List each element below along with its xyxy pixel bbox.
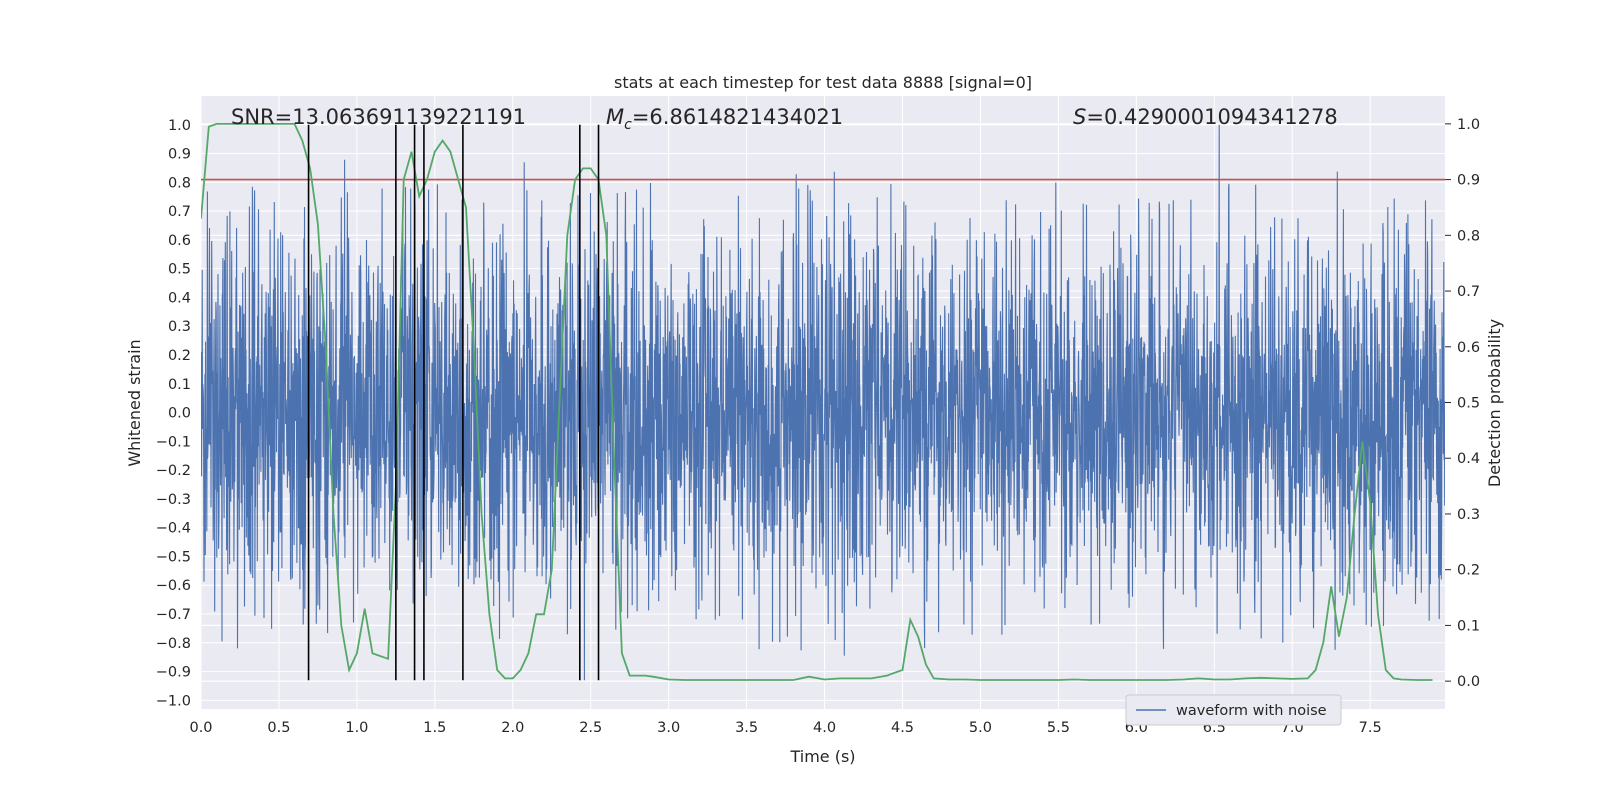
x-tick-label: 0.5	[267, 720, 290, 736]
mc-symbol: M	[606, 105, 624, 129]
x-axis-label: Time (s)	[789, 747, 855, 766]
y-right-tick-label: 0.7	[1457, 284, 1480, 300]
x-tick-label: 1.0	[345, 720, 368, 736]
ticks: −1.0 −0.9 −0.8 −0.7 −0.6 −0.5 −0.4 −0.3 −0.2 −0.1…	[156, 117, 1480, 736]
x-tick-label: 3.5	[735, 720, 758, 736]
x-tick-label: 5.0	[969, 720, 992, 736]
mc-value: =6.8614821434021	[632, 105, 843, 129]
y-tick-label: 0.2	[168, 348, 191, 364]
y-right-tick-label: 0.1	[1457, 618, 1480, 634]
x-tick-label: 2.0	[501, 720, 524, 736]
snr-annotation: SNR=13.063691139221191	[231, 105, 526, 129]
y-right-tick-label: 0.2	[1457, 563, 1480, 579]
s-annotation: S=0.4290001094341278	[1073, 105, 1338, 129]
y-right-tick-label: 0.0	[1457, 674, 1480, 690]
y-right-tick-label: 1.0	[1457, 117, 1480, 133]
vertical-markers	[307, 124, 600, 681]
y-right-tick-label: 0.3	[1457, 507, 1480, 523]
y-tick-label: 0.0	[168, 406, 191, 422]
x-tick-label: 1.5	[423, 720, 446, 736]
x-tick-label: 5.5	[1047, 720, 1070, 736]
y-tick-label: 0.4	[168, 290, 191, 306]
chirp-mass-annotation: Mc=6.8614821434021	[606, 105, 843, 133]
y-tick-label: 0.1	[168, 377, 191, 393]
y-right-tick-label: 0.4	[1457, 451, 1480, 467]
y-tick-label: −0.8	[156, 636, 191, 652]
legend: waveform with noise	[1125, 694, 1342, 726]
y-right-tick-label: 0.9	[1457, 173, 1480, 189]
chart-title: stats at each timestep for test data 888…	[614, 73, 1032, 92]
y-tick-label: 0.6	[168, 233, 191, 249]
y-tick-label: −1.0	[156, 693, 191, 709]
probability-series-group	[201, 123, 1445, 681]
y-tick-label: 0.3	[168, 319, 191, 335]
y-right-tick-label: 0.8	[1457, 228, 1480, 244]
y-tick-label: −0.1	[156, 434, 191, 450]
y-tick-label: −0.2	[156, 463, 191, 479]
x-tick-label: 2.5	[579, 720, 602, 736]
y-right-tick-label: 0.6	[1457, 340, 1480, 356]
legend-label: waveform with noise	[1176, 703, 1327, 719]
y-tick-label: −0.9	[156, 665, 191, 681]
s-value: =0.4290001094341278	[1086, 105, 1337, 129]
x-tick-label: 0.0	[189, 720, 212, 736]
y-right-axis-label: Detection probability	[1485, 319, 1504, 487]
y-tick-label: −0.4	[156, 521, 191, 537]
y-tick-label: −0.6	[156, 578, 191, 594]
y-tick-label: 0.5	[168, 262, 191, 278]
y-tick-label: 0.8	[168, 175, 191, 191]
y-tick-label: 1.0	[168, 118, 191, 134]
x-tick-label: 4.0	[813, 720, 836, 736]
probability-line	[201, 123, 1433, 681]
y-tick-label: 0.7	[168, 204, 191, 220]
legend-box	[1125, 694, 1342, 726]
x-tick-label: 4.5	[891, 720, 914, 736]
waveform-series	[201, 124, 1445, 681]
y-axis-label: Whitened strain	[125, 339, 144, 466]
x-tick-label: 7.5	[1359, 720, 1382, 736]
y-tick-label: −0.3	[156, 492, 191, 508]
y-tick-label: 0.9	[168, 147, 191, 163]
mc-subscript: c	[624, 117, 632, 133]
x-tick-label: 3.0	[657, 720, 680, 736]
s-symbol: S	[1073, 105, 1086, 129]
y-right-tick-label: 0.5	[1457, 396, 1480, 412]
waveform-line	[201, 124, 1445, 681]
y-tick-label: −0.5	[156, 549, 191, 565]
y-tick-label: −0.7	[156, 607, 191, 623]
